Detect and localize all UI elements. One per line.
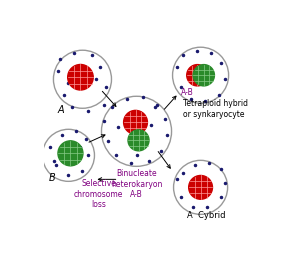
- Text: B: B: [49, 173, 56, 183]
- Circle shape: [58, 141, 83, 166]
- Circle shape: [68, 64, 93, 90]
- Circle shape: [193, 64, 214, 86]
- Circle shape: [53, 50, 111, 108]
- Circle shape: [102, 96, 171, 166]
- Circle shape: [42, 129, 94, 181]
- Text: Binucleate
heterokaryon
A-B: Binucleate heterokaryon A-B: [111, 169, 162, 199]
- Circle shape: [173, 160, 228, 214]
- Circle shape: [189, 176, 212, 199]
- Text: A: A: [57, 105, 64, 115]
- Text: Selective
chromosome
loss: Selective chromosome loss: [74, 179, 123, 209]
- Text: A  Cybrid: A Cybrid: [187, 211, 225, 220]
- Circle shape: [173, 47, 229, 103]
- Circle shape: [187, 64, 208, 86]
- Circle shape: [128, 130, 149, 151]
- Text: A-B: A-B: [180, 88, 193, 97]
- Text: Tetraploid hybrid
or synkaryocyte: Tetraploid hybrid or synkaryocyte: [182, 99, 248, 119]
- Circle shape: [124, 110, 147, 134]
